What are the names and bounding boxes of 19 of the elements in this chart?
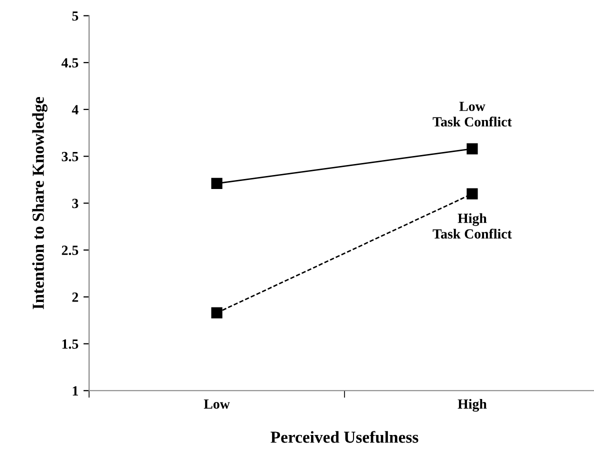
x-tick-label: Low: [204, 400, 230, 409]
series-label: Low Task Conflict: [432, 102, 512, 127]
x-tick-label: High: [458, 398, 487, 412]
y-axis-title: Intention to Share Knowledge: [32, 97, 48, 310]
point: [211, 307, 222, 318]
point: [211, 178, 222, 190]
y-tick-label: 3.5: [62, 152, 78, 162]
y-tick-label: 1: [72, 386, 78, 396]
y-tick-label: 2.5: [62, 246, 78, 256]
y-tick-label: 4: [72, 105, 78, 114]
y-tick-label: 4.5: [62, 58, 78, 68]
x-axis-title: Perceived Usefulness: [270, 430, 418, 443]
point: [466, 188, 478, 200]
series-label: High Task Conflict: [432, 213, 512, 239]
y-tick-label: 3: [72, 198, 78, 208]
y-tick-label: 2: [72, 292, 78, 302]
point: [466, 143, 478, 154]
y-tick-label: 1.5: [62, 339, 78, 349]
y-tick-label: 5: [72, 11, 78, 21]
